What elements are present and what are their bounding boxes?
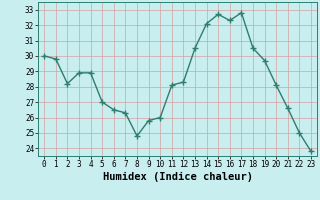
X-axis label: Humidex (Indice chaleur): Humidex (Indice chaleur) [103,172,252,182]
